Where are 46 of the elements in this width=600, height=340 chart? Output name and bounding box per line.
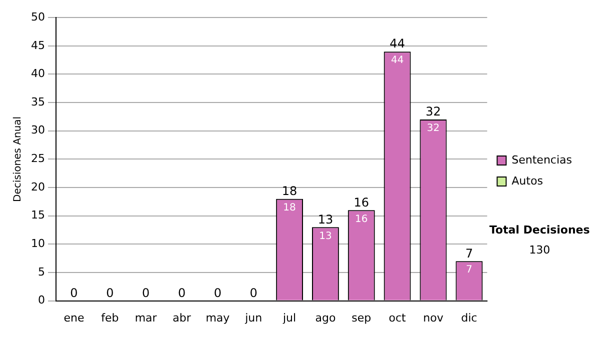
legend-label: Autos <box>512 174 544 188</box>
y-tick-label: 50 <box>30 10 45 24</box>
y-tick-label: 25 <box>30 152 45 166</box>
total-label: 0 <box>250 286 258 300</box>
data-label: 32 <box>426 123 440 134</box>
total-label: 13 <box>318 212 334 226</box>
y-tick-label: 5 <box>38 265 45 278</box>
total-label: 0 <box>214 286 222 300</box>
total-label: 0 <box>106 286 114 300</box>
y-tick-label: 45 <box>30 38 45 52</box>
total-label: 16 <box>354 195 370 210</box>
y-tick-label: 40 <box>30 67 45 80</box>
y-tick-label: 20 <box>30 180 45 194</box>
total-label: 0 <box>178 286 186 300</box>
x-tick-label: oct <box>388 311 407 324</box>
legend-label: Sentencias <box>512 153 572 166</box>
x-tick-label: feb <box>101 311 119 324</box>
y-tick-label: 0 <box>38 294 45 307</box>
data-label: 18 <box>283 202 296 214</box>
data-label: 13 <box>319 230 332 242</box>
text: 130 <box>529 244 550 257</box>
x-tick-label: ene <box>64 311 84 324</box>
total-label: 0 <box>70 286 78 300</box>
y-axis-title: Decisiones Anual <box>12 116 24 202</box>
x-tick-label: jul <box>282 311 296 324</box>
y-tick-label: 35 <box>30 95 45 108</box>
x-tick-label: may <box>206 311 230 324</box>
text: Total Decisiones <box>489 224 590 237</box>
x-tick-label: nov <box>423 311 444 324</box>
data-label: 16 <box>355 214 368 225</box>
y-tick-label: 30 <box>30 124 45 137</box>
total-label: 0 <box>142 286 150 300</box>
total-label: 32 <box>426 104 441 119</box>
x-tick-label: dic <box>461 311 478 324</box>
x-tick-label: jun <box>244 311 262 324</box>
x-tick-label: sep <box>352 311 372 324</box>
x-tick-label: mar <box>134 311 158 324</box>
y-tick-label: 10 <box>30 237 45 250</box>
total-label: 18 <box>282 184 298 198</box>
total-label: 44 <box>390 36 405 51</box>
y-tick-label: 15 <box>30 208 45 222</box>
data-label: 7 <box>466 264 472 276</box>
x-tick-label: ago <box>315 311 336 324</box>
total-label: 7 <box>465 246 474 260</box>
x-tick-label: abr <box>172 311 192 324</box>
data-label: 44 <box>390 55 404 66</box>
